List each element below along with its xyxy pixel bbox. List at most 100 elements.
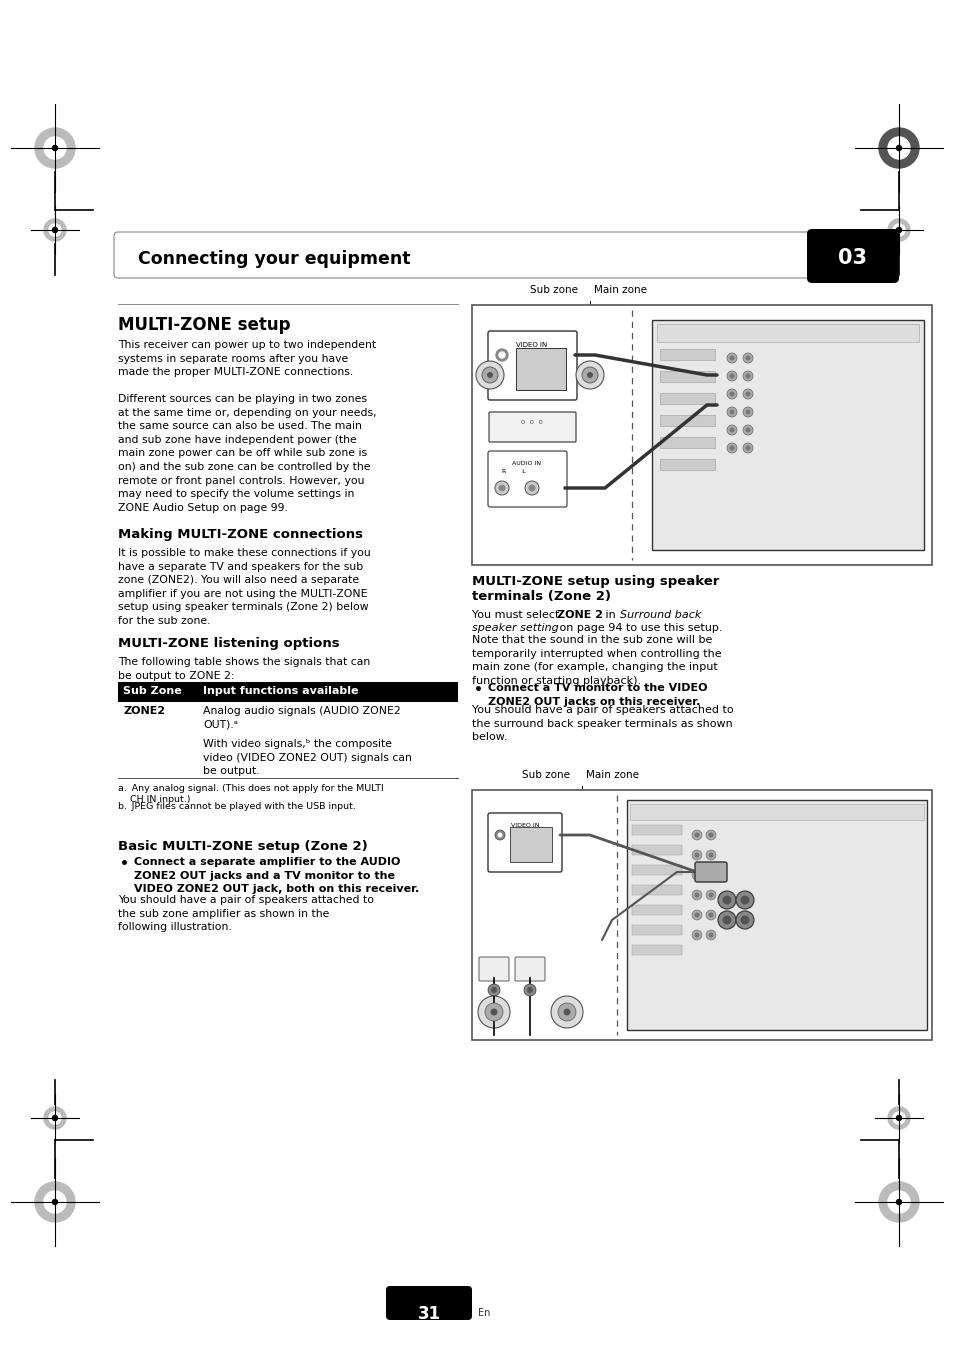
Text: on page 94 to use this setup.: on page 94 to use this setup.	[556, 623, 721, 634]
Text: b. JPEG files cannot be played with the USB input.: b. JPEG files cannot be played with the …	[118, 802, 355, 811]
Bar	[659, 349, 714, 359]
Circle shape	[586, 372, 593, 378]
Circle shape	[496, 349, 507, 361]
Circle shape	[52, 1200, 57, 1205]
Circle shape	[44, 1106, 66, 1129]
Text: You should have a pair of speakers attached to
the sub zone amplifier as shown i: You should have a pair of speakers attac…	[118, 894, 374, 932]
Text: Note that the sound in the sub zone will be
temporarily interrupted when control: Note that the sound in the sub zone will…	[472, 635, 720, 686]
Text: MULTI-ZONE listening options: MULTI-ZONE listening options	[118, 638, 339, 650]
Circle shape	[744, 409, 750, 415]
Bar	[629, 804, 923, 820]
Circle shape	[498, 485, 505, 492]
Text: Analog audio signals (AUDIO ZONE2
OUT).ᵃ: Analog audio signals (AUDIO ZONE2 OUT).ᵃ	[203, 707, 400, 730]
FancyBboxPatch shape	[515, 957, 544, 981]
Circle shape	[694, 852, 699, 858]
Circle shape	[551, 996, 582, 1028]
Circle shape	[744, 392, 750, 396]
Circle shape	[49, 224, 61, 236]
Circle shape	[495, 481, 509, 494]
Circle shape	[721, 916, 731, 924]
Circle shape	[708, 832, 713, 838]
Circle shape	[718, 911, 735, 929]
Text: in: in	[601, 611, 618, 620]
Circle shape	[708, 912, 713, 917]
Circle shape	[726, 372, 737, 381]
Circle shape	[705, 830, 716, 840]
Text: VSX-1019AH: VSX-1019AH	[691, 305, 757, 315]
Circle shape	[52, 227, 57, 232]
Circle shape	[486, 372, 493, 378]
Circle shape	[892, 1112, 904, 1124]
Circle shape	[887, 1192, 909, 1213]
Bar	[657, 324, 918, 342]
Bar	[510, 827, 552, 862]
Circle shape	[705, 929, 716, 940]
Circle shape	[691, 890, 701, 900]
Circle shape	[726, 389, 737, 399]
Circle shape	[742, 407, 752, 417]
FancyBboxPatch shape	[488, 813, 561, 871]
Circle shape	[691, 830, 701, 840]
Circle shape	[491, 988, 497, 993]
Text: Basic MULTI-ZONE setup (Zone 2): Basic MULTI-ZONE setup (Zone 2)	[118, 840, 367, 852]
Bar	[626, 800, 926, 1029]
Circle shape	[887, 219, 909, 240]
Bar	[631, 944, 681, 955]
Text: Input functions available: Input functions available	[203, 686, 358, 696]
Circle shape	[44, 1192, 66, 1213]
Circle shape	[52, 1116, 57, 1120]
Text: AUDIO IN: AUDIO IN	[512, 461, 541, 466]
Text: Main zone: Main zone	[585, 770, 639, 780]
Bar	[659, 436, 714, 449]
Circle shape	[742, 389, 752, 399]
Bar	[631, 844, 681, 855]
Text: ZONE 2: ZONE 2	[557, 611, 602, 620]
Bar	[631, 925, 681, 935]
Circle shape	[735, 892, 753, 909]
Text: VSX-1019AH: VSX-1019AH	[681, 790, 746, 800]
Text: Different sources can be playing in two zones
at the same time or, depending on : Different sources can be playing in two …	[118, 394, 376, 513]
Circle shape	[476, 361, 503, 389]
Circle shape	[708, 873, 713, 878]
Circle shape	[878, 128, 918, 168]
Text: Sub zone: Sub zone	[530, 285, 578, 295]
Text: Sub zone: Sub zone	[521, 770, 569, 780]
Circle shape	[726, 443, 737, 453]
Circle shape	[740, 896, 749, 905]
Text: ZONE2: ZONE2	[123, 707, 165, 716]
Circle shape	[495, 830, 504, 840]
Text: It is possible to make these connections if you
have a separate TV and speakers : It is possible to make these connections…	[118, 549, 371, 626]
Circle shape	[708, 893, 713, 897]
Circle shape	[729, 446, 734, 450]
Text: MULTI-ZONE setup using speaker
terminals (Zone 2): MULTI-ZONE setup using speaker terminals…	[472, 576, 719, 603]
Circle shape	[44, 136, 66, 159]
Text: Main zone: Main zone	[594, 285, 646, 295]
Bar	[651, 320, 923, 550]
Bar	[631, 905, 681, 915]
Circle shape	[735, 911, 753, 929]
Text: R        L: R L	[501, 469, 525, 474]
Text: This receiver can power up to two independent
systems in separate rooms after yo: This receiver can power up to two indepe…	[118, 340, 375, 377]
Circle shape	[581, 367, 598, 382]
Text: MULTI-ZONE setup: MULTI-ZONE setup	[118, 316, 291, 334]
Circle shape	[528, 485, 535, 492]
Text: Connect a separate amplifier to the AUDIO
ZONE2 OUT jacks and a TV monitor to th: Connect a separate amplifier to the AUDI…	[133, 857, 418, 894]
Circle shape	[892, 224, 904, 236]
FancyBboxPatch shape	[113, 232, 831, 278]
Circle shape	[718, 892, 735, 909]
Circle shape	[498, 353, 504, 358]
Bar	[118, 682, 457, 703]
Text: You should have a pair of speakers attached to
the surround back speaker termina: You should have a pair of speakers attac…	[472, 705, 733, 742]
Bar	[516, 349, 565, 390]
Circle shape	[744, 355, 750, 361]
Circle shape	[563, 1008, 570, 1016]
Circle shape	[576, 361, 603, 389]
Circle shape	[694, 873, 699, 878]
Circle shape	[887, 136, 909, 159]
Circle shape	[691, 929, 701, 940]
Circle shape	[744, 427, 750, 432]
Text: You must select: You must select	[472, 611, 562, 620]
Circle shape	[526, 988, 533, 993]
Text: En: En	[477, 1308, 490, 1319]
Text: speaker setting: speaker setting	[472, 623, 558, 634]
